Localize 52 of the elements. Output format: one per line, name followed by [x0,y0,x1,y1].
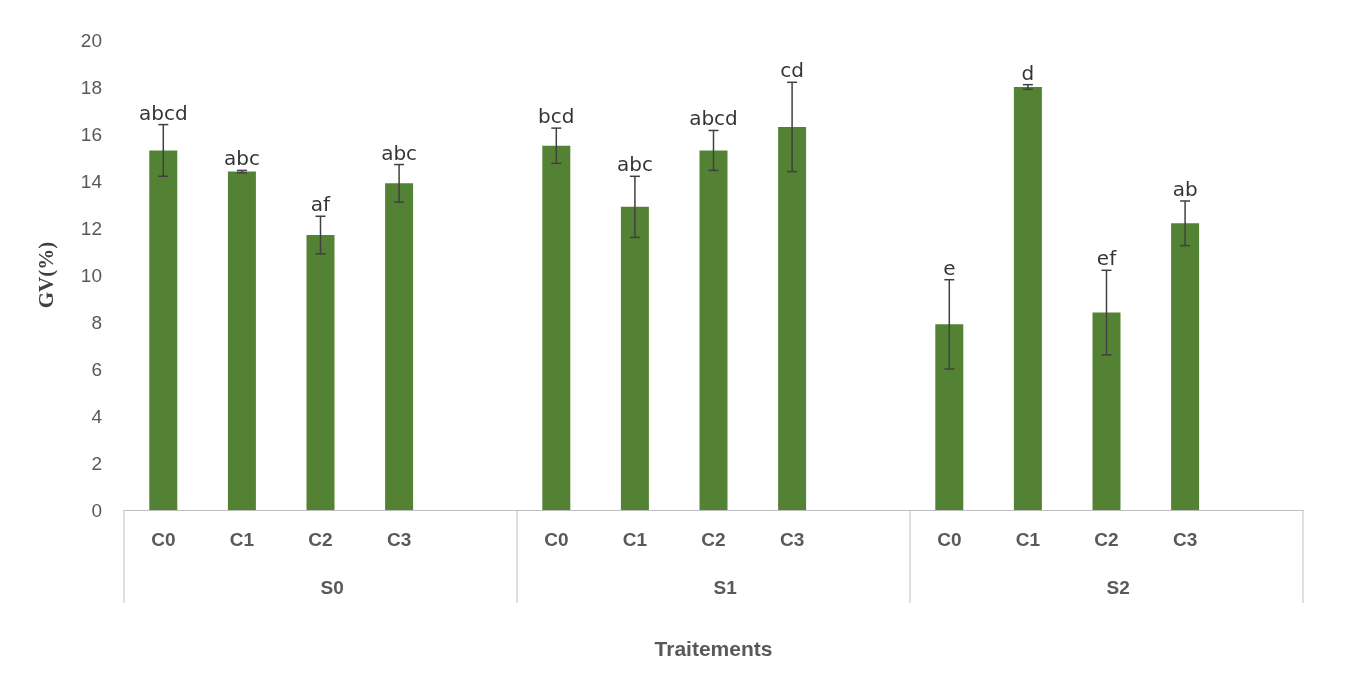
data-label: abcd [138,100,188,125]
bar [1092,312,1121,510]
x-tick-label: C1 [622,529,648,550]
data-label: e [943,255,956,280]
y-tick-label: 2 [91,452,102,474]
text: S0 [320,577,344,598]
data-label: abc [381,140,418,165]
y-tick-label: 8 [91,311,102,333]
x-tick-label: C1 [229,529,255,550]
bar [935,324,964,510]
data-label: bcd [538,104,575,129]
text: S1 [713,577,738,598]
bar [699,150,728,510]
y-tick-label: 18 [80,76,102,98]
x-tick-label: C3 [386,529,412,550]
x-tick-label: C3 [1172,529,1198,550]
x-tick-label: C0 [151,529,176,550]
data-label: abcd [689,106,738,131]
data-label: abc [616,152,653,177]
bar [620,206,649,510]
x-tick-label: C2 [1094,529,1119,550]
data-label: abc [223,146,260,171]
data-label: af [310,192,332,217]
bar [542,145,571,510]
bar [306,235,335,510]
y-tick-label: 10 [80,264,102,286]
data-label: ab [1172,176,1198,201]
bar [227,171,256,510]
x-tick-label: C0 [544,529,569,550]
bar [149,150,178,510]
y-tick-label: 16 [80,123,102,145]
x-tick-label: C3 [779,529,805,550]
text: S2 [1106,577,1130,598]
bar [385,183,414,510]
y-tick-label: 0 [91,499,102,521]
y-tick-label: 12 [80,217,102,239]
bar [1171,223,1200,510]
bar [778,126,807,510]
x-tick-label: C2 [701,529,726,550]
y-tick-label: 14 [80,170,103,192]
data-label: cd [780,58,804,83]
bar [1013,87,1042,510]
y-axis-title: GV(%) [33,241,58,309]
x-tick-label: C0 [937,529,962,550]
x-axis-title: Traitements [654,637,773,660]
y-tick-label: 20 [80,29,102,51]
data-label: ef [1096,246,1118,271]
x-tick-label: C1 [1015,529,1041,550]
x-tick-label: C2 [308,529,333,550]
data-label: d [1021,60,1035,85]
y-tick-label: 6 [91,358,102,380]
y-tick-label: 4 [91,405,103,427]
